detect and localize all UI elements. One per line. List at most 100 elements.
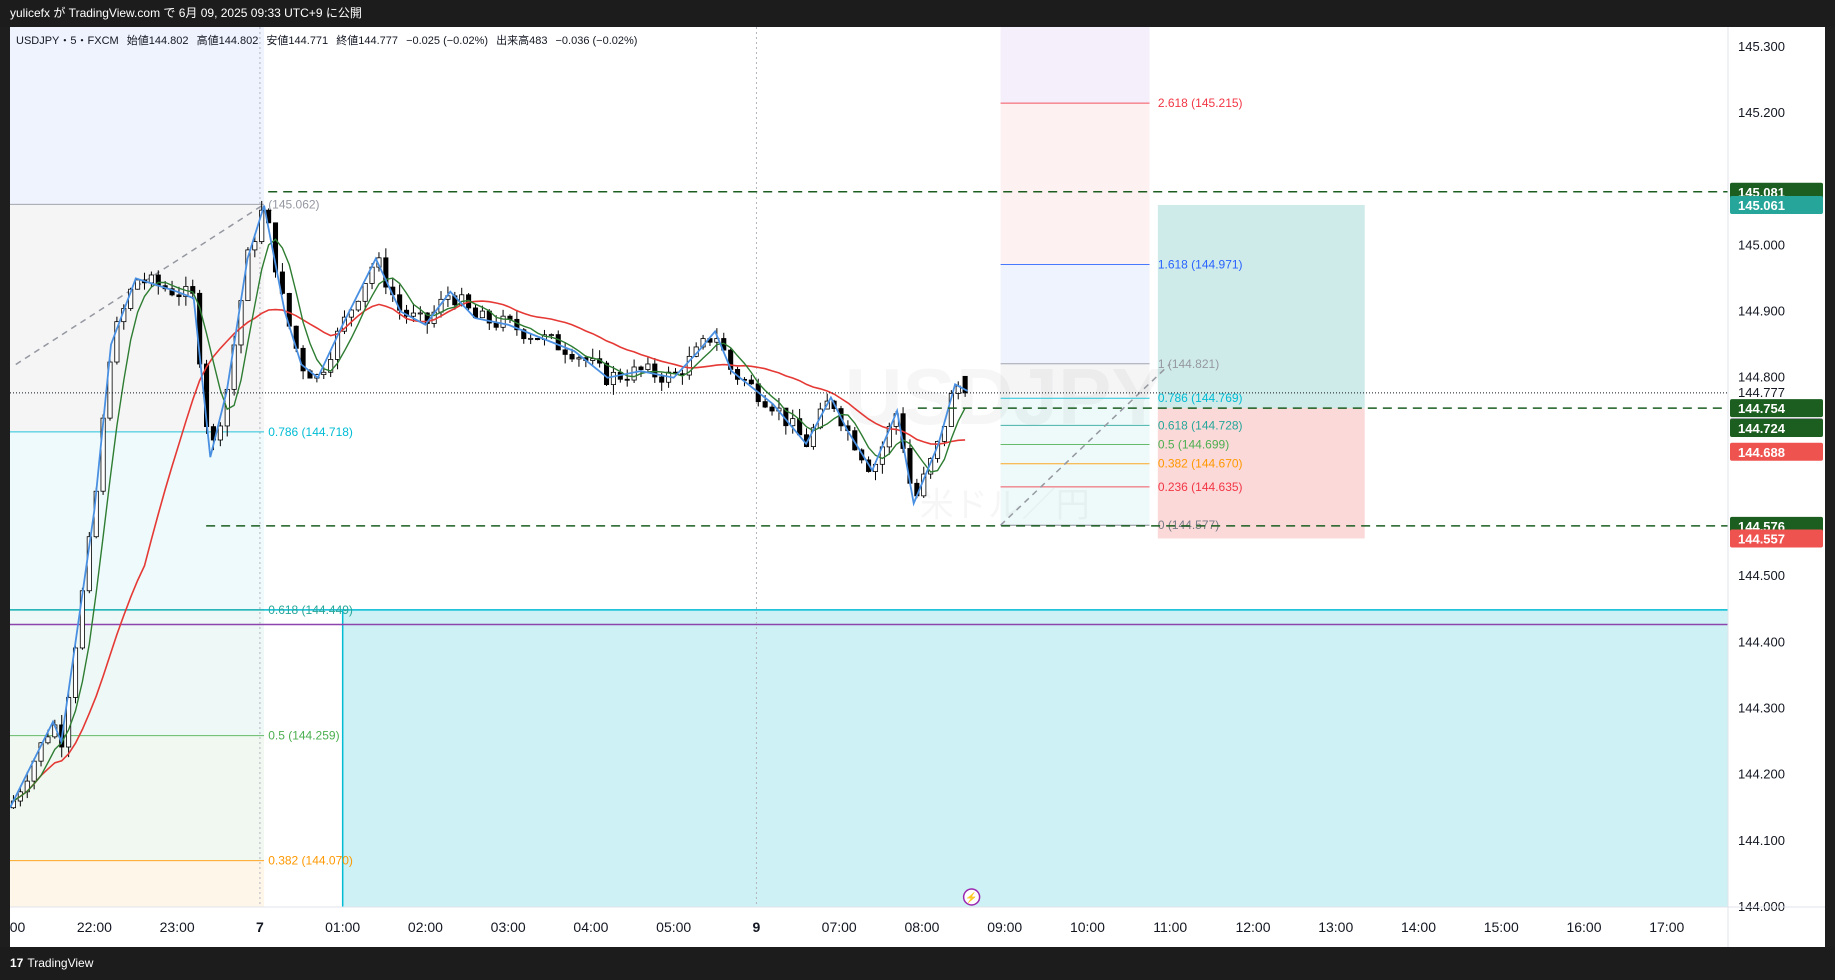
candle[interactable] [38, 742, 44, 762]
price-tick-3: 144.900 [1738, 304, 1785, 319]
candle[interactable] [528, 337, 534, 340]
price-tag-4[interactable]: 144.724 [1738, 421, 1786, 436]
candle[interactable] [272, 222, 279, 273]
time-tick-19: 16:00 [1566, 919, 1601, 935]
candle[interactable] [948, 393, 954, 427]
candle[interactable] [417, 312, 423, 315]
fib-right-label-6: 0.382 (144.670) [1158, 457, 1243, 471]
legend-low: 安値144.771 [266, 35, 329, 47]
cyan-demand-zone[interactable] [342, 609, 1729, 907]
candle[interactable] [328, 359, 334, 373]
candle[interactable] [479, 310, 485, 319]
fib-left-band-3 [10, 609, 265, 736]
time-tick-7: 04:00 [573, 919, 608, 935]
candle[interactable] [790, 418, 796, 427]
ma-slow-line[interactable] [12, 300, 966, 802]
candle[interactable] [535, 337, 541, 341]
price-tag-2[interactable]: 144.754 [1738, 401, 1786, 416]
candle[interactable] [176, 294, 182, 298]
candle[interactable] [169, 288, 175, 296]
fib-right-label-5: 0.5 (144.699) [1158, 438, 1229, 452]
time-tick-3: 7 [256, 919, 264, 935]
candle[interactable] [659, 376, 665, 383]
legend-close: 終値144.777 [336, 35, 398, 47]
candle[interactable] [748, 379, 754, 385]
zigzag-line[interactable] [10, 205, 968, 809]
legend-volume: 出来高483 [496, 35, 548, 47]
ma-fast-line[interactable] [13, 238, 966, 802]
time-tick-12: 09:00 [987, 919, 1022, 935]
candle[interactable] [569, 354, 575, 360]
legend-symbol[interactable]: USDJPY・5・FXCM [16, 35, 119, 47]
candle[interactable] [335, 330, 341, 360]
candle[interactable] [500, 315, 506, 328]
candle[interactable] [259, 209, 265, 243]
candle[interactable] [769, 406, 775, 412]
position-target-zone[interactable] [1157, 204, 1365, 409]
current-price-label: 144.777 [1738, 385, 1785, 400]
candle[interactable] [686, 355, 692, 376]
legend-open: 始値144.802 [126, 35, 189, 47]
candle[interactable] [962, 375, 968, 394]
candle[interactable] [493, 322, 499, 328]
candle[interactable] [610, 371, 616, 385]
tradingview-logo-icon: 17 [10, 956, 24, 970]
candle[interactable] [217, 425, 223, 441]
candle[interactable] [576, 357, 582, 360]
time-tick-5: 02:00 [408, 919, 443, 935]
candle[interactable] [410, 312, 416, 317]
price-tag-1[interactable]: 145.061 [1738, 198, 1785, 213]
candle[interactable] [300, 347, 306, 372]
fib-right-band-1 [1000, 103, 1150, 265]
candle[interactable] [603, 362, 610, 385]
time-tick-1: 22:00 [77, 919, 112, 935]
fib-right-label-4: 0.618 (144.728) [1158, 418, 1243, 432]
chart-frame[interactable]: USDJPY 米ドル／円 (145.062) 0.786 (144.718) 0.618… [10, 27, 1825, 947]
fib-right-band-4 [1000, 398, 1150, 526]
fib-left-label-4: 0.382 (144.070) [268, 854, 353, 868]
price-tag-bg-7 [1730, 529, 1823, 548]
tradingview-logo[interactable]: 17 TradingView [10, 947, 93, 980]
time-tick-6: 03:00 [491, 919, 526, 935]
candle[interactable] [555, 334, 561, 351]
candle[interactable] [362, 283, 368, 302]
time-tick-4: 01:00 [325, 919, 360, 935]
candle[interactable] [45, 736, 51, 744]
alert-icon[interactable] [962, 888, 981, 906]
candle[interactable] [135, 279, 141, 290]
legend-volume-change: −0.036 (−0.02%) [555, 35, 638, 47]
price-tag-5[interactable]: 144.688 [1738, 445, 1785, 460]
candle[interactable] [762, 401, 768, 408]
legend-high: 高値144.802 [196, 35, 259, 47]
price-tick-8: 144.200 [1738, 767, 1785, 782]
price-tag-bg-4 [1730, 418, 1823, 437]
candle[interactable] [645, 363, 651, 370]
time-tick-2: 23:00 [160, 919, 195, 935]
candlestick-chart[interactable]: USDJPY 米ドル／円 (145.062) 0.786 (144.718) 0.618… [10, 27, 1825, 947]
candle[interactable] [548, 334, 554, 336]
candle[interactable] [355, 300, 361, 311]
candle[interactable] [652, 363, 658, 378]
candle[interactable] [562, 349, 568, 355]
candle[interactable] [624, 378, 630, 381]
price-tag-bg-5 [1730, 442, 1823, 461]
candle[interactable] [114, 321, 120, 363]
candle[interactable] [941, 426, 947, 442]
time-tick-9: 9 [753, 919, 761, 935]
publish-text: yulicefx が TradingView.com で 6月 09, 2025… [10, 6, 362, 20]
time-tick-14: 11:00 [1153, 919, 1187, 935]
candle[interactable] [148, 274, 154, 284]
candle[interactable] [521, 329, 527, 340]
candle[interactable] [810, 427, 816, 447]
time-tick-20: 17:00 [1649, 919, 1684, 935]
candle[interactable] [638, 366, 644, 370]
candle[interactable] [252, 241, 258, 251]
position-stop-zone[interactable] [1157, 408, 1365, 539]
candle[interactable] [321, 371, 327, 376]
candles-group [10, 200, 968, 809]
alert-bolt-icon: ⚡ [965, 891, 977, 904]
price-tag-7[interactable]: 144.557 [1738, 531, 1785, 546]
legend-change: −0.025 (−0.02%) [406, 35, 489, 47]
candle[interactable] [279, 271, 285, 294]
candle[interactable] [383, 257, 389, 288]
